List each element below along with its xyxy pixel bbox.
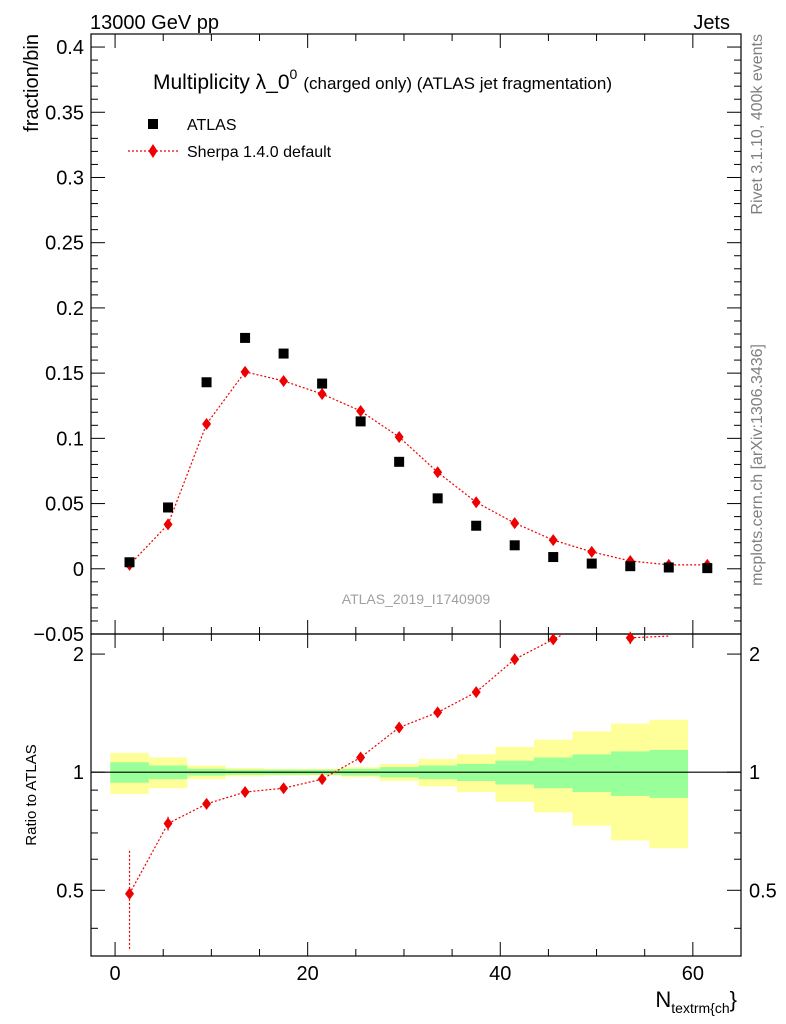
sherpa-point: [240, 365, 250, 378]
sherpa-point: [548, 534, 558, 547]
main-y-tick-label: 0.05: [45, 494, 84, 516]
sherpa-point: [356, 404, 366, 417]
main-plot-title: Multiplicity λ_00 (charged only) (ATLAS j…: [153, 66, 612, 94]
main-y-tick-label: 0.25: [45, 233, 84, 255]
atlas-point: [471, 520, 482, 531]
legend-sherpa-label: Sherpa 1.4.0 default: [187, 144, 332, 161]
atlas-point: [240, 332, 251, 343]
x-axis-label-close: }: [730, 987, 737, 1012]
sherpa-point: [433, 466, 443, 479]
atlas-point: [317, 378, 328, 389]
x-tick-label: 60: [682, 963, 704, 985]
x-axis-label-main: N: [655, 987, 671, 1012]
sherpa-point: [471, 496, 481, 509]
ratio-y-tick-label-right: 0.5: [749, 880, 777, 902]
ratio-sherpa-point: [279, 782, 289, 795]
main-y-tick-label: 0.2: [56, 298, 84, 320]
sherpa-point: [510, 517, 520, 530]
ratio-panel: Ratio to ATLAS 0.5 0.5 1 1 2 2: [23, 631, 777, 957]
ratio-sherpa-point: [394, 721, 404, 734]
legend-atlas-label: ATLAS: [187, 117, 237, 134]
sherpa-line: [129, 371, 708, 566]
ratio-y-tick-label-right: 2: [749, 644, 760, 666]
atlas-point: [548, 552, 559, 563]
analysis-id-label: ATLAS_2019_I1740909: [342, 591, 491, 607]
x-axis-label-sub: textrm{ch: [671, 1000, 729, 1016]
atlas-point: [278, 348, 289, 359]
ratio-sherpa-point: [125, 887, 135, 900]
ratio-inner-band: [649, 749, 689, 798]
ratio-sherpa-point: [510, 653, 520, 666]
title-rest: (charged only) (ATLAS jet fragmentation): [303, 74, 612, 93]
main-y-tick-label: 0.3: [56, 167, 84, 189]
main-y-axis-label: fraction/bin: [21, 34, 43, 132]
sherpa-point: [587, 545, 597, 558]
sherpa-point: [317, 388, 327, 400]
main-y-tick-label: 0: [73, 559, 84, 581]
ratio-inner-band: [611, 751, 650, 796]
ratio-offscale-line: [630, 635, 671, 639]
mcplots-label: mcplots.cern.ch [arXiv:1306.3436]: [749, 344, 766, 586]
main-y-tick-label: 0.4: [56, 37, 84, 59]
process-label: Jets: [693, 12, 730, 34]
ratio-y-tick-label: 1: [73, 762, 84, 784]
main-y-tick-label: 0.1: [56, 428, 84, 450]
ratio-y-tick-label: 2: [73, 644, 84, 666]
ratio-sherpa-point: [317, 773, 327, 786]
atlas-point: [509, 540, 520, 551]
rivet-version-label: Rivet 3.1.10, 400k events: [749, 34, 766, 215]
atlas-point: [586, 558, 597, 569]
atlas-point: [663, 562, 674, 573]
atlas-point: [355, 416, 366, 427]
ratio-y-tick-label: 0.5: [56, 880, 84, 902]
ratio-inner-band: [533, 757, 573, 789]
atlas-point: [201, 377, 212, 388]
ratio-inner-band: [572, 754, 611, 793]
ratio-sherpa-point: [163, 817, 173, 830]
atlas-point: [163, 502, 174, 513]
ratio-sherpa-point: [433, 706, 443, 719]
energy-label: 13000 GeV pp: [90, 12, 219, 34]
ratio-y-tick-label-right: 1: [749, 762, 760, 784]
legend-atlas-marker: [148, 119, 158, 129]
ratio-sherpa-point: [548, 633, 558, 646]
atlas-point: [124, 557, 135, 568]
ratio-sherpa-point: [471, 686, 481, 699]
ratio-sherpa-point: [356, 751, 366, 764]
title-superscript: 0: [290, 66, 298, 82]
ratio-sherpa-point: [240, 786, 250, 799]
x-tick-label: 0: [110, 963, 121, 985]
atlas-point: [394, 456, 405, 467]
ratio-frame: [90, 633, 742, 957]
ratio-y-axis-label: Ratio to ATLAS: [23, 744, 40, 845]
sherpa-point: [202, 418, 212, 430]
main-panel: Multiplicity λ_00 (charged only) (ATLAS j…: [21, 33, 742, 646]
main-y-tick-label: −0.05: [33, 624, 84, 646]
x-tick-label: 40: [489, 963, 511, 985]
main-y-tick-label: 0.15: [45, 363, 84, 385]
atlas-point: [432, 493, 443, 504]
ratio-sherpa-point: [202, 797, 212, 810]
legend: ATLAS Sherpa 1.4.0 default: [128, 117, 332, 161]
main-y-tick-label: 0.35: [45, 102, 84, 124]
atlas-point: [625, 561, 636, 572]
title-main: Multiplicity λ_0: [153, 71, 290, 94]
legend-sherpa-marker: [148, 144, 158, 158]
sherpa-point: [394, 431, 404, 444]
x-axis-label: Ntextrm{ch}: [655, 987, 737, 1016]
sherpa-point: [279, 374, 289, 387]
x-tick-label: 20: [297, 963, 319, 985]
atlas-point: [702, 563, 713, 574]
sherpa-point: [163, 518, 173, 531]
